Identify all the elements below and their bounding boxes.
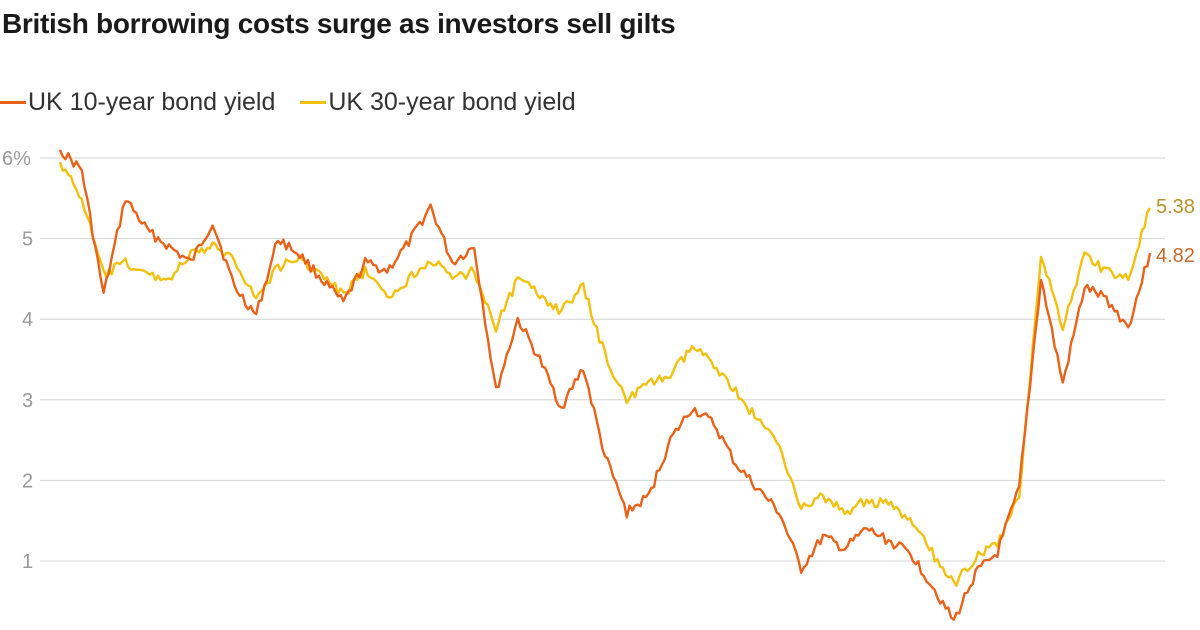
label-layer: 6% 5 4 3 2 1 5.38 4.82 — [2, 148, 1195, 573]
grid-layer — [40, 157, 1165, 562]
end-label-uk30: 5.38 — [1156, 196, 1195, 218]
y-tick-label-6: 6% — [2, 148, 31, 170]
legend-item-uk10: UK 10-year bond yield — [0, 88, 275, 117]
y-tick-label-4: 4 — [22, 309, 33, 331]
end-label-uk10: 4.82 — [1156, 245, 1195, 267]
legend-swatch-uk10 — [0, 101, 26, 104]
legend-label-uk10: UK 10-year bond yield — [28, 88, 276, 116]
legend-label-uk30: UK 30-year bond yield — [328, 88, 576, 116]
series-line-uk10 — [58, 149, 1152, 621]
legend-swatch-uk30 — [300, 101, 327, 104]
series-layer — [58, 149, 1152, 621]
series-line-uk30 — [58, 161, 1152, 587]
y-tick-label-3: 3 — [22, 390, 33, 412]
chart-title: British borrowing costs surge as investo… — [2, 8, 676, 39]
y-tick-label-5: 5 — [22, 229, 33, 251]
legend-item-uk30: UK 30-year bond yield — [300, 88, 576, 117]
legend: UK 10-year bond yield UK 30-year bond yi… — [0, 82, 594, 117]
y-tick-label-1: 1 — [22, 551, 33, 573]
y-tick-label-2: 2 — [22, 470, 33, 492]
